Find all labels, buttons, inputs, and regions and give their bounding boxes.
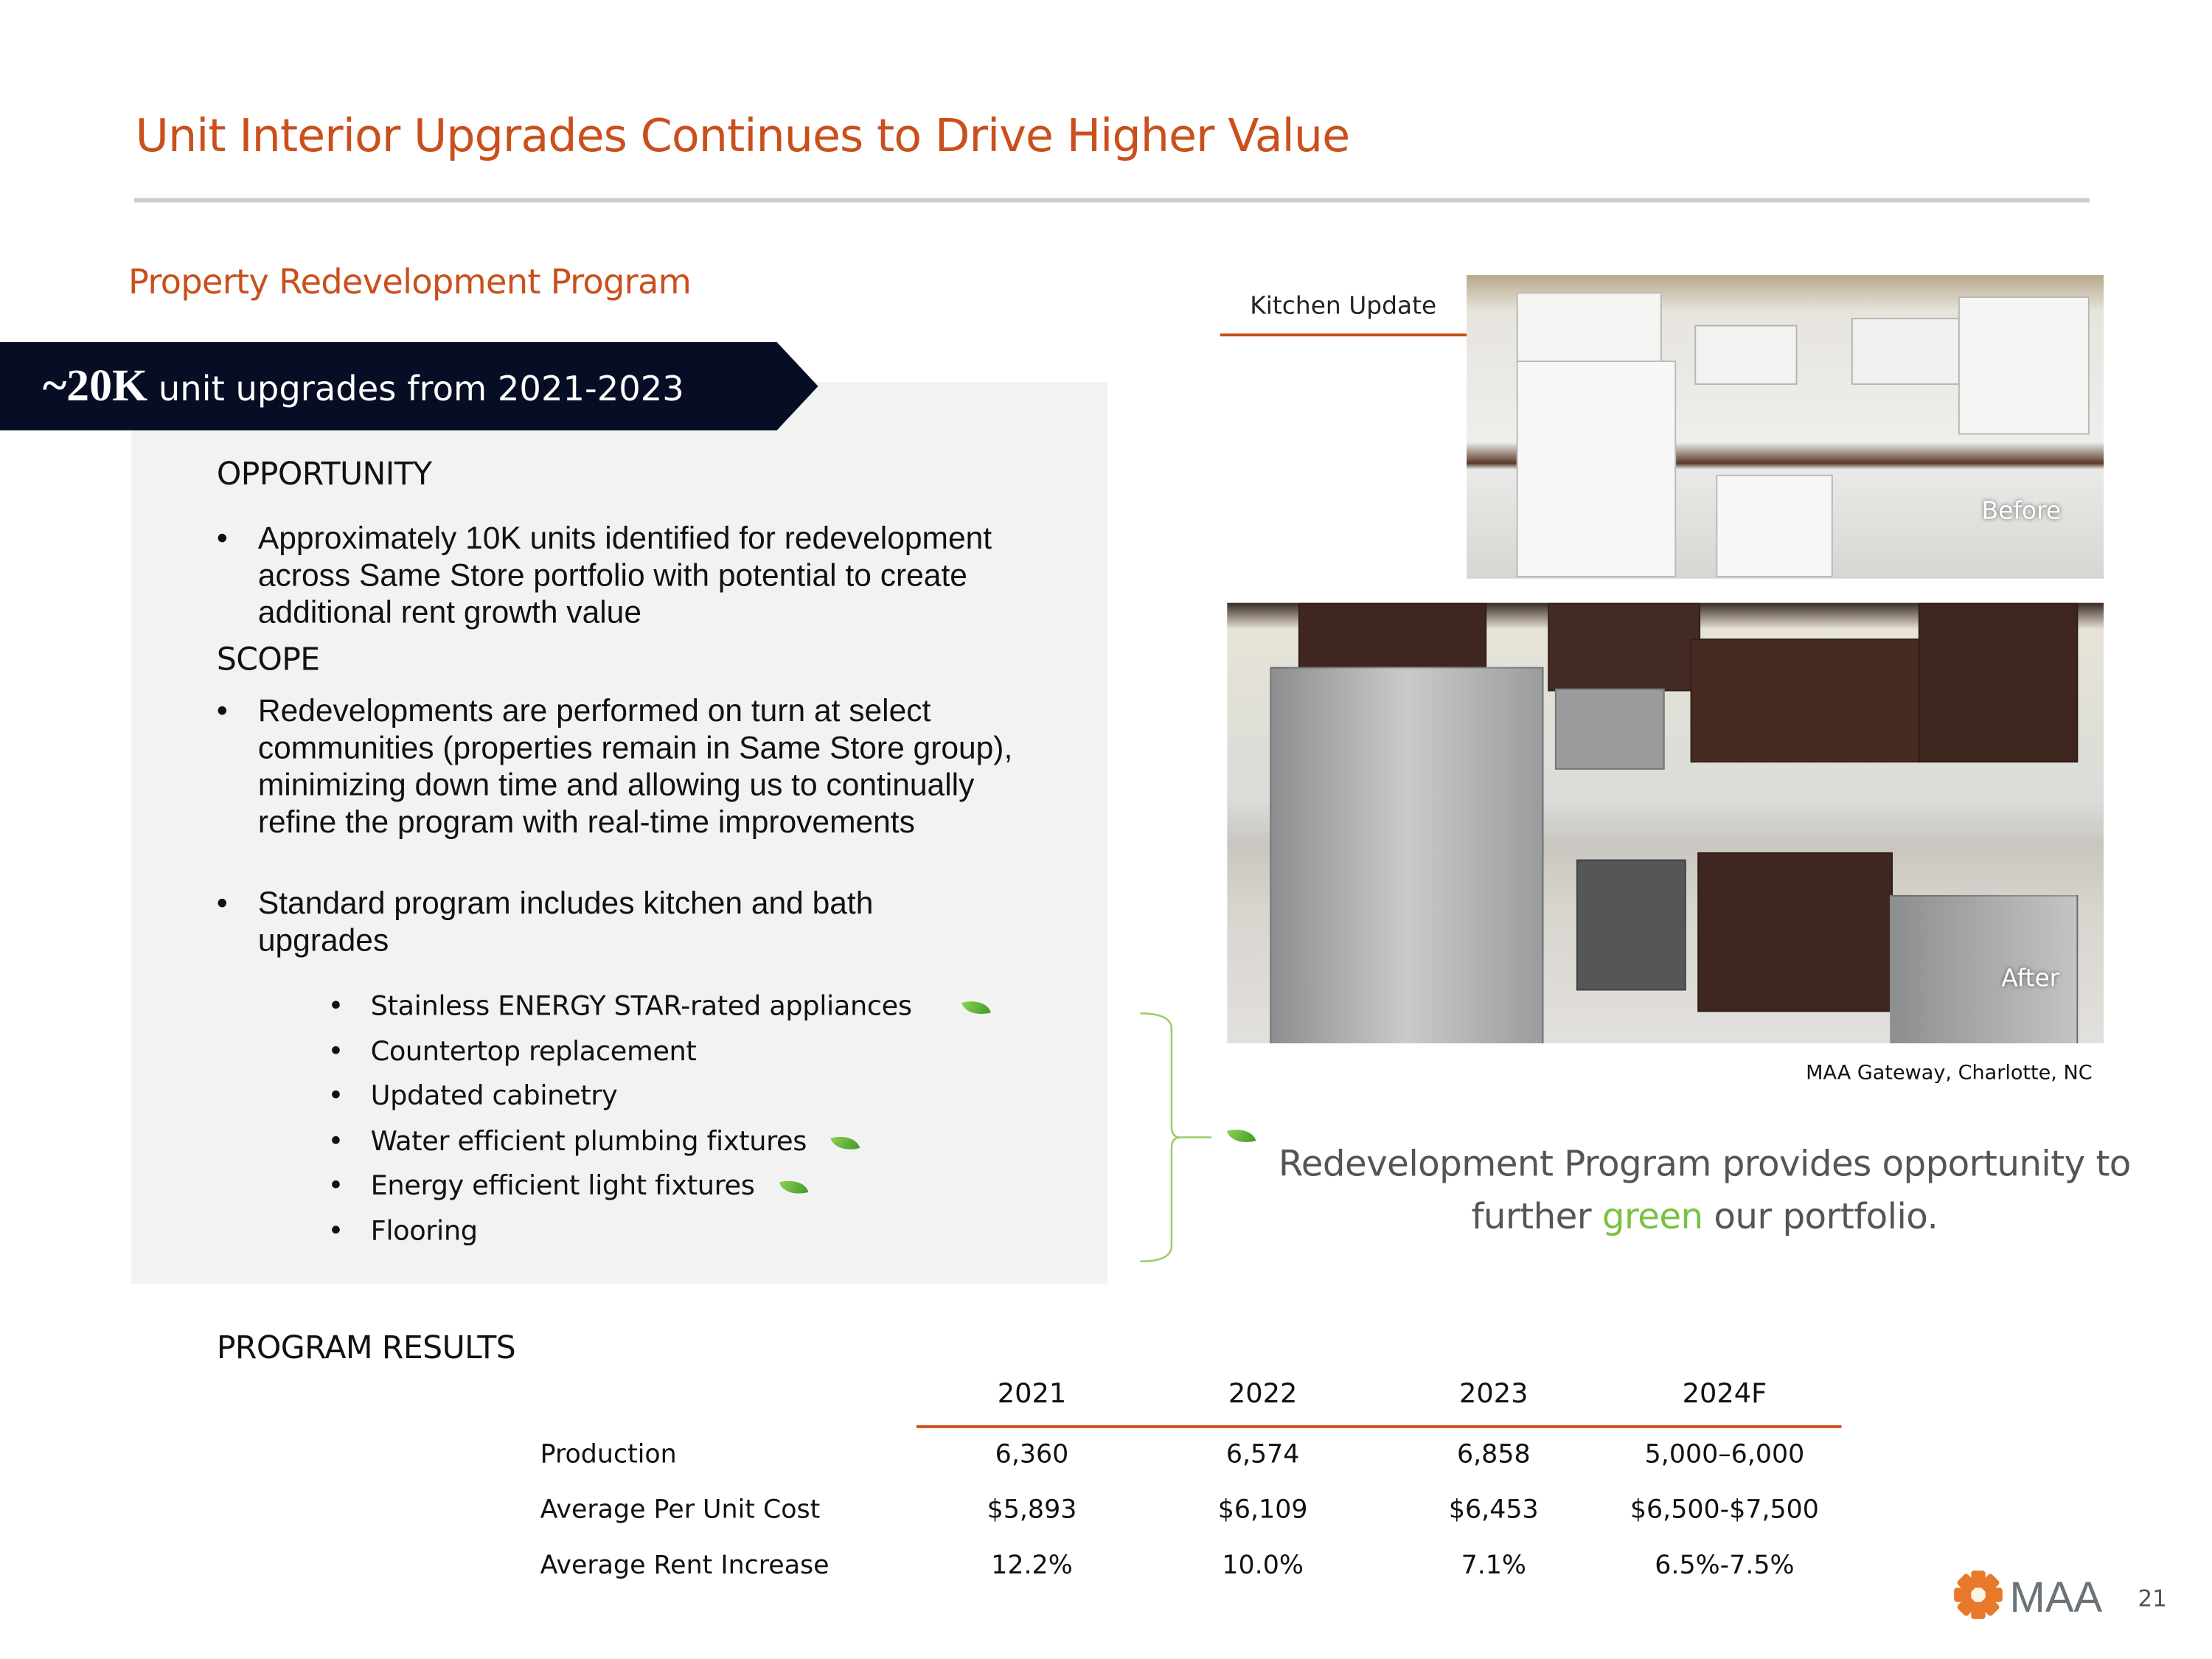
table-header-rule: [916, 1425, 1842, 1428]
sub-item-label: Flooring: [370, 1215, 478, 1248]
photo-caption: MAA Gateway, Charlotte, NC: [1806, 1062, 2093, 1085]
scope-bullet: • Standard program includes kitchen and b…: [216, 885, 874, 958]
sub-item-label: Countertop replacement: [370, 1036, 697, 1068]
before-label: Before: [1981, 497, 2062, 526]
scope-bullet: • Redevelopments are performed on turn at…: [216, 692, 1013, 840]
message-text: Redevelopment Program provides opportuni…: [1278, 1143, 2131, 1237]
table-cell: $5,893: [987, 1495, 1077, 1526]
logo-text: MAA: [2010, 1574, 2103, 1621]
column-header: 2022: [1228, 1378, 1298, 1410]
kitchen-label-underline: [1220, 333, 1527, 337]
scope-heading: SCOPE: [216, 642, 320, 679]
after-label: After: [2001, 964, 2060, 994]
table-cell: 7.1%: [1461, 1551, 1526, 1581]
leaf-icon: [830, 1130, 860, 1155]
opportunity-heading: OPPORTUNITY: [216, 457, 432, 493]
table-cell: 5,000–6,000: [1644, 1439, 1805, 1470]
maa-logo: MAA: [1954, 1571, 2103, 1621]
page-number: 21: [2138, 1585, 2167, 1613]
page-title: Unit Interior Upgrades Continues to Driv…: [135, 108, 1351, 163]
row-label: Production: [540, 1439, 677, 1470]
banner-label: unit upgrades from 2021-2023: [147, 369, 684, 409]
title-divider: [133, 198, 2090, 203]
sub-item: • Updated cabinetry: [327, 1080, 618, 1112]
sub-item: • Countertop replacement: [327, 1036, 697, 1068]
table-cell: $6,453: [1448, 1495, 1539, 1526]
results-heading: PROGRAM RESULTS: [216, 1331, 516, 1367]
after-photo: After: [1227, 602, 2104, 1043]
sub-item-label: Updated cabinetry: [370, 1080, 618, 1112]
sub-item-label: Stainless ENERGY STAR-rated appliances: [370, 990, 912, 1022]
column-header: 2021: [997, 1378, 1067, 1410]
bullet-text: Standard program includes kitchen and ba…: [257, 885, 874, 958]
row-label: Average Per Unit Cost: [540, 1495, 821, 1526]
table-cell: $6,109: [1217, 1495, 1308, 1526]
bracket-connector: [1140, 1012, 1212, 1262]
kitchen-update-label: Kitchen Update: [1250, 292, 1437, 321]
message-text: our portfolio.: [1703, 1195, 1938, 1237]
sub-item: • Flooring: [327, 1215, 478, 1248]
bullet-text: Approximately 10K units identified for r…: [257, 520, 992, 630]
column-header: 2024F: [1682, 1378, 1767, 1410]
program-panel: [131, 382, 1107, 1284]
table-cell: 6.5%-7.5%: [1655, 1551, 1795, 1581]
sub-item: • Stainless ENERGY STAR-rated appliances: [328, 990, 991, 1022]
sub-item-label: Energy efficient light fixtures: [370, 1169, 755, 1202]
table-cell: $6,500-$7,500: [1630, 1495, 1819, 1526]
banner-text: ~20K unit upgrades from 2021-2023: [43, 359, 684, 412]
table-cell: 10.0%: [1222, 1551, 1304, 1581]
table-cell: 6,858: [1456, 1439, 1531, 1470]
banner-highlight: ~20K: [42, 359, 148, 411]
message-green-word: green: [1601, 1195, 1703, 1237]
sub-item: • Energy efficient light fixtures: [328, 1169, 808, 1202]
sub-item: • Water efficient plumbing fixtures: [328, 1126, 860, 1158]
leaf-icon: [1226, 1124, 1256, 1148]
table-cell: 12.2%: [991, 1551, 1073, 1581]
sub-item-label: Water efficient plumbing fixtures: [370, 1126, 807, 1158]
table-cell: 6,360: [995, 1439, 1069, 1470]
opportunity-bullet: • Approximately 10K units identified for …: [216, 520, 992, 630]
leaf-icon: [778, 1175, 808, 1198]
table-cell: 6,574: [1225, 1439, 1300, 1470]
before-photo: Before: [1467, 275, 2104, 579]
column-header: 2023: [1459, 1378, 1528, 1410]
leaf-icon: [961, 995, 991, 1019]
section-subtitle: Property Redevelopment Program: [128, 262, 692, 302]
highlight-banner: [0, 341, 818, 431]
bullet-text: Redevelopments are performed on turn at …: [257, 692, 1013, 840]
green-message: Redevelopment Program provides opportuni…: [1254, 1138, 2155, 1243]
row-label: Average Rent Increase: [540, 1551, 830, 1581]
